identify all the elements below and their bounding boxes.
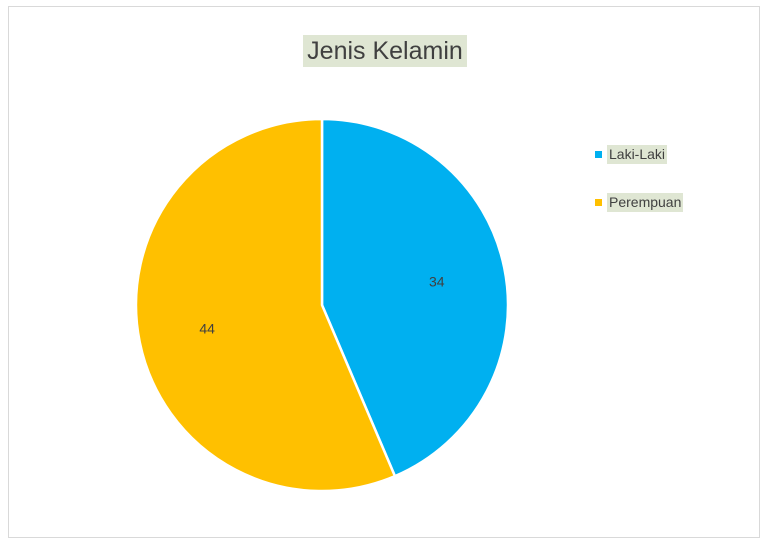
chart-title: Jenis Kelamin (9, 35, 761, 67)
legend-swatch-perempuan (595, 199, 602, 206)
pie-slice-perempuan (134, 117, 397, 493)
pie-slice-laki-laki (320, 117, 510, 478)
legend-label-laki-laki: Laki-Laki (607, 145, 668, 164)
legend-label-perempuan: Perempuan (607, 193, 684, 212)
data-label-perempuan: 44 (199, 320, 215, 336)
legend-swatch-laki-laki (595, 151, 602, 158)
data-label-laki-laki: 34 (429, 274, 445, 290)
chart-title-text: Jenis Kelamin (303, 35, 467, 67)
